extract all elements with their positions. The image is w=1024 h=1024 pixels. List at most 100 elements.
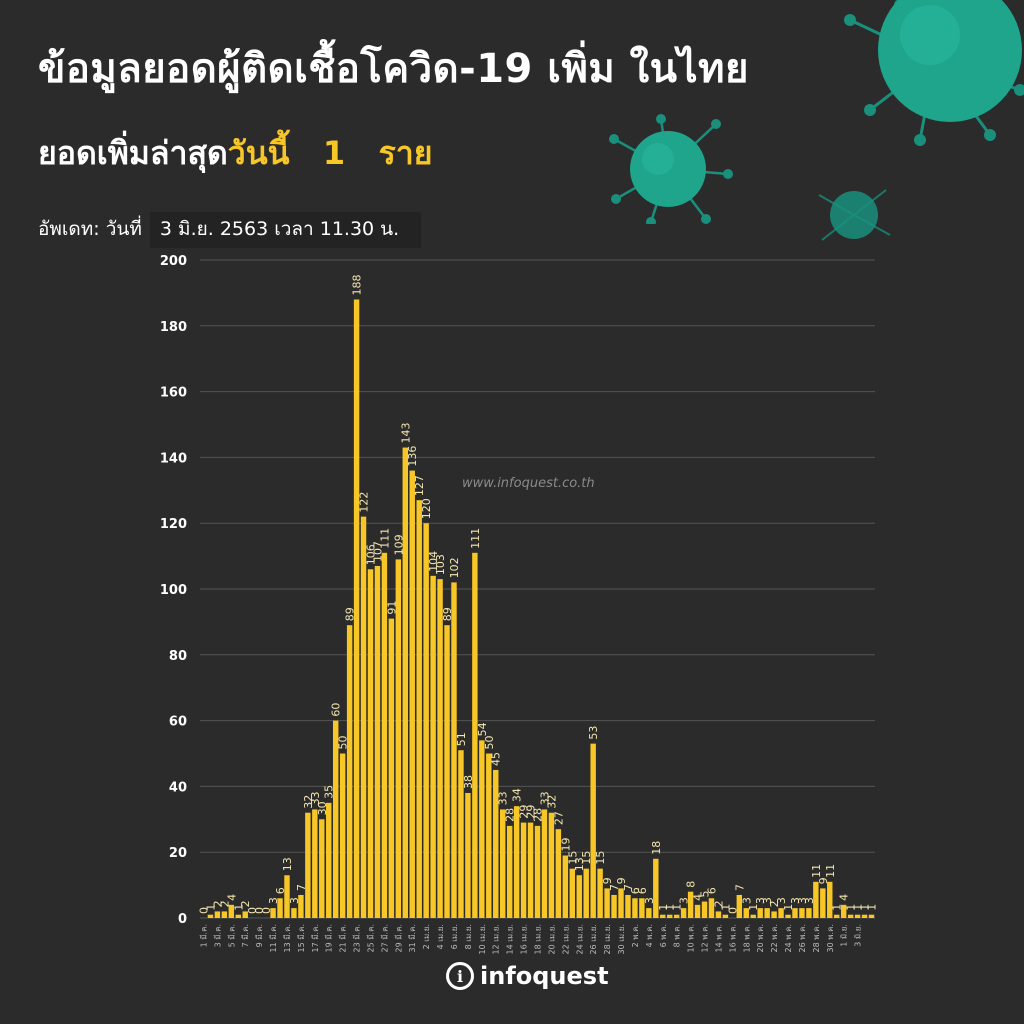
bar-value-label: 15 bbox=[580, 851, 593, 865]
bar-value-label: 6 bbox=[274, 887, 287, 894]
bar bbox=[409, 470, 415, 918]
bar bbox=[298, 894, 304, 918]
bar-value-label: 1 bbox=[782, 904, 795, 911]
bar bbox=[284, 875, 290, 918]
bar-value-label: 1 bbox=[664, 904, 677, 911]
x-tick-label: 6 เม.ย. bbox=[450, 924, 459, 949]
bar-value-label: 15 bbox=[594, 851, 607, 865]
bar-value-label: 51 bbox=[455, 732, 468, 746]
bar-value-label: 1 bbox=[747, 904, 760, 911]
bar-value-label: 7 bbox=[608, 884, 621, 891]
bar bbox=[541, 809, 548, 918]
x-tick-label: 3 มิ.ย. bbox=[854, 924, 863, 947]
bar bbox=[486, 753, 492, 918]
bar-value-label: 2 bbox=[211, 900, 224, 907]
bar bbox=[458, 750, 464, 918]
bar bbox=[451, 582, 457, 918]
bar bbox=[750, 914, 756, 918]
bar-value-label: 11 bbox=[810, 864, 823, 878]
bar bbox=[778, 908, 784, 918]
bar bbox=[221, 911, 228, 918]
y-tick-label: 160 bbox=[160, 386, 187, 401]
bar-value-label: 1 bbox=[859, 904, 872, 911]
subtitle-prefix: ยอดเพิ่มล่าสุด bbox=[38, 134, 228, 172]
bar-value-label: 3 bbox=[796, 897, 809, 904]
y-tick-label: 200 bbox=[160, 254, 187, 269]
bar bbox=[653, 858, 659, 918]
bar bbox=[402, 447, 408, 918]
bar bbox=[367, 569, 374, 918]
bar-value-label: 4 bbox=[838, 894, 851, 901]
bar bbox=[520, 822, 527, 918]
x-tick-label: 15 มี.ค. bbox=[297, 924, 306, 952]
bar-value-label: 3 bbox=[678, 897, 691, 904]
bar-value-label: 1 bbox=[719, 904, 732, 911]
bar-value-label: 2 bbox=[239, 900, 252, 907]
bar-value-label: 60 bbox=[330, 703, 343, 717]
bar bbox=[513, 806, 520, 918]
bar bbox=[472, 552, 478, 918]
bar bbox=[736, 894, 743, 918]
bar-value-label: 13 bbox=[573, 857, 586, 871]
bar-value-label: 188 bbox=[351, 274, 364, 295]
bar bbox=[527, 822, 534, 918]
virus-icon bbox=[844, 0, 1024, 146]
bar bbox=[291, 908, 297, 918]
x-tick-label: 29 มี.ค. bbox=[394, 924, 403, 952]
bar bbox=[326, 802, 332, 918]
bar-value-label: 3 bbox=[761, 897, 774, 904]
x-tick-label: 18 พ.ค. bbox=[742, 924, 751, 952]
bar bbox=[597, 868, 603, 918]
bar bbox=[562, 855, 569, 918]
y-tick-label: 0 bbox=[178, 912, 187, 927]
bar-value-label: 143 bbox=[399, 423, 412, 444]
bar-value-label: 1 bbox=[671, 904, 684, 911]
bar bbox=[806, 908, 812, 918]
bar-value-label: 27 bbox=[552, 811, 565, 825]
y-tick-label: 180 bbox=[160, 320, 187, 335]
bar bbox=[423, 523, 429, 918]
x-tick-label: 25 มี.ค. bbox=[366, 924, 375, 952]
x-tick-label: 22 พ.ค. bbox=[770, 924, 779, 952]
x-tick-label: 8 พ.ค. bbox=[673, 924, 682, 947]
bar bbox=[680, 908, 687, 918]
bar bbox=[207, 914, 214, 918]
x-tick-label: 22 เม.ย. bbox=[561, 924, 570, 955]
bar bbox=[332, 720, 339, 918]
bar-value-label: 3 bbox=[803, 897, 816, 904]
bar-value-label: 13 bbox=[281, 857, 294, 871]
bar bbox=[820, 888, 826, 918]
bar bbox=[701, 901, 708, 918]
bar bbox=[694, 904, 701, 918]
bar-value-label: 7 bbox=[733, 884, 746, 891]
bar-value-label: 102 bbox=[448, 557, 461, 578]
x-tick-label: 27 มี.ค. bbox=[380, 924, 389, 952]
bar-value-label: 103 bbox=[434, 554, 447, 575]
bar bbox=[416, 500, 422, 918]
bar bbox=[277, 898, 283, 918]
bar bbox=[646, 908, 652, 918]
x-tick-label: 19 มี.ค. bbox=[325, 924, 334, 952]
bar bbox=[632, 898, 638, 918]
bar bbox=[353, 299, 360, 919]
x-tick-label: 16 เม.ย. bbox=[520, 924, 529, 955]
bar bbox=[827, 881, 833, 918]
bar-value-label: 4 bbox=[692, 894, 705, 901]
bar-value-label: 29 bbox=[525, 805, 538, 819]
bar-value-label: 3 bbox=[775, 897, 788, 904]
bar-value-label: 1 bbox=[657, 904, 670, 911]
y-tick-label: 80 bbox=[169, 649, 187, 664]
bar bbox=[499, 809, 506, 918]
bar-value-label: 32 bbox=[302, 795, 315, 809]
bar bbox=[312, 809, 318, 918]
bar bbox=[388, 618, 395, 918]
bar bbox=[235, 914, 241, 918]
bar bbox=[430, 575, 436, 918]
x-tick-label: 7 มี.ค. bbox=[241, 924, 250, 947]
y-tick-label: 100 bbox=[160, 583, 187, 598]
bar-value-label: 127 bbox=[413, 475, 426, 496]
bar bbox=[228, 904, 235, 918]
bar bbox=[639, 898, 645, 918]
x-tick-label: 24 เม.ย. bbox=[575, 924, 584, 955]
bar bbox=[339, 753, 346, 918]
